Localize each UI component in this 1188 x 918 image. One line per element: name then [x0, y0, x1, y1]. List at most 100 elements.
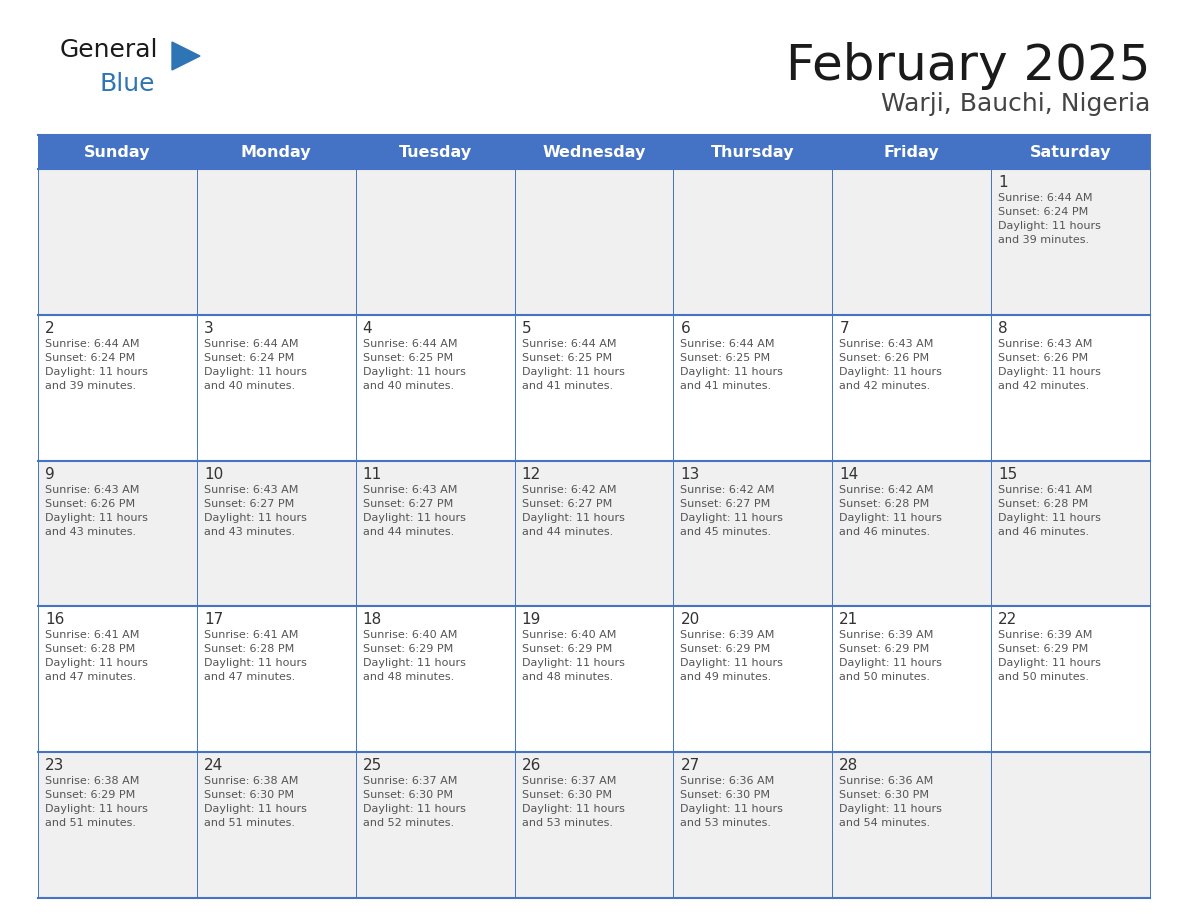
Bar: [197, 461, 355, 607]
Bar: [833, 315, 991, 461]
Bar: [833, 607, 991, 752]
Text: Sunrise: 6:38 AM
Sunset: 6:30 PM
Daylight: 11 hours
and 51 minutes.: Sunrise: 6:38 AM Sunset: 6:30 PM Dayligh…: [204, 777, 307, 828]
Text: 8: 8: [998, 320, 1007, 336]
Bar: [355, 461, 514, 607]
Text: 18: 18: [362, 612, 383, 627]
Text: 4: 4: [362, 320, 372, 336]
Bar: [38, 315, 197, 461]
Text: Sunrise: 6:43 AM
Sunset: 6:26 PM
Daylight: 11 hours
and 42 minutes.: Sunrise: 6:43 AM Sunset: 6:26 PM Dayligh…: [998, 339, 1101, 391]
Text: Sunrise: 6:39 AM
Sunset: 6:29 PM
Daylight: 11 hours
and 49 minutes.: Sunrise: 6:39 AM Sunset: 6:29 PM Dayligh…: [681, 631, 783, 682]
Text: Sunrise: 6:44 AM
Sunset: 6:24 PM
Daylight: 11 hours
and 39 minutes.: Sunrise: 6:44 AM Sunset: 6:24 PM Dayligh…: [998, 193, 1101, 245]
Text: 26: 26: [522, 758, 541, 773]
Text: 27: 27: [681, 758, 700, 773]
Text: 11: 11: [362, 466, 383, 482]
Text: Sunrise: 6:43 AM
Sunset: 6:27 PM
Daylight: 11 hours
and 44 minutes.: Sunrise: 6:43 AM Sunset: 6:27 PM Dayligh…: [362, 485, 466, 537]
Bar: [833, 461, 991, 607]
Bar: [355, 315, 514, 461]
Bar: [514, 461, 674, 607]
Text: 10: 10: [204, 466, 223, 482]
Bar: [674, 461, 833, 607]
Text: 17: 17: [204, 612, 223, 627]
Text: General: General: [61, 38, 158, 62]
Bar: [991, 135, 1150, 169]
Bar: [355, 169, 514, 315]
Bar: [674, 607, 833, 752]
Bar: [38, 169, 197, 315]
Text: Sunrise: 6:43 AM
Sunset: 6:26 PM
Daylight: 11 hours
and 42 minutes.: Sunrise: 6:43 AM Sunset: 6:26 PM Dayligh…: [839, 339, 942, 391]
Text: 24: 24: [204, 758, 223, 773]
Text: 21: 21: [839, 612, 859, 627]
Text: Sunrise: 6:44 AM
Sunset: 6:25 PM
Daylight: 11 hours
and 40 minutes.: Sunrise: 6:44 AM Sunset: 6:25 PM Dayligh…: [362, 339, 466, 391]
Bar: [991, 607, 1150, 752]
Text: 13: 13: [681, 466, 700, 482]
Text: 9: 9: [45, 466, 55, 482]
Text: Warji, Bauchi, Nigeria: Warji, Bauchi, Nigeria: [880, 92, 1150, 116]
Text: February 2025: February 2025: [785, 42, 1150, 90]
Bar: [514, 135, 674, 169]
Text: 3: 3: [204, 320, 214, 336]
Text: Wednesday: Wednesday: [542, 144, 646, 160]
Bar: [197, 135, 355, 169]
Bar: [674, 752, 833, 898]
Text: Sunrise: 6:39 AM
Sunset: 6:29 PM
Daylight: 11 hours
and 50 minutes.: Sunrise: 6:39 AM Sunset: 6:29 PM Dayligh…: [839, 631, 942, 682]
Bar: [991, 315, 1150, 461]
Text: Sunrise: 6:39 AM
Sunset: 6:29 PM
Daylight: 11 hours
and 50 minutes.: Sunrise: 6:39 AM Sunset: 6:29 PM Dayligh…: [998, 631, 1101, 682]
Text: Sunrise: 6:43 AM
Sunset: 6:27 PM
Daylight: 11 hours
and 43 minutes.: Sunrise: 6:43 AM Sunset: 6:27 PM Dayligh…: [204, 485, 307, 537]
Text: Sunrise: 6:44 AM
Sunset: 6:24 PM
Daylight: 11 hours
and 40 minutes.: Sunrise: 6:44 AM Sunset: 6:24 PM Dayligh…: [204, 339, 307, 391]
Bar: [197, 315, 355, 461]
Bar: [674, 135, 833, 169]
Text: 19: 19: [522, 612, 541, 627]
Bar: [197, 607, 355, 752]
Text: 20: 20: [681, 612, 700, 627]
Text: 15: 15: [998, 466, 1017, 482]
Text: Thursday: Thursday: [712, 144, 795, 160]
Text: Sunrise: 6:37 AM
Sunset: 6:30 PM
Daylight: 11 hours
and 53 minutes.: Sunrise: 6:37 AM Sunset: 6:30 PM Dayligh…: [522, 777, 625, 828]
Bar: [355, 135, 514, 169]
Bar: [38, 752, 197, 898]
Text: Saturday: Saturday: [1030, 144, 1111, 160]
Text: 22: 22: [998, 612, 1017, 627]
Text: Sunrise: 6:42 AM
Sunset: 6:28 PM
Daylight: 11 hours
and 46 minutes.: Sunrise: 6:42 AM Sunset: 6:28 PM Dayligh…: [839, 485, 942, 537]
Bar: [355, 752, 514, 898]
Bar: [514, 607, 674, 752]
Text: Sunrise: 6:41 AM
Sunset: 6:28 PM
Daylight: 11 hours
and 47 minutes.: Sunrise: 6:41 AM Sunset: 6:28 PM Dayligh…: [45, 631, 147, 682]
Text: Sunrise: 6:44 AM
Sunset: 6:24 PM
Daylight: 11 hours
and 39 minutes.: Sunrise: 6:44 AM Sunset: 6:24 PM Dayligh…: [45, 339, 147, 391]
Text: Friday: Friday: [884, 144, 940, 160]
Text: 12: 12: [522, 466, 541, 482]
Bar: [674, 169, 833, 315]
Text: 6: 6: [681, 320, 690, 336]
Text: 16: 16: [45, 612, 64, 627]
Bar: [514, 752, 674, 898]
Text: Sunrise: 6:36 AM
Sunset: 6:30 PM
Daylight: 11 hours
and 53 minutes.: Sunrise: 6:36 AM Sunset: 6:30 PM Dayligh…: [681, 777, 783, 828]
Bar: [991, 169, 1150, 315]
Bar: [355, 607, 514, 752]
Text: Sunrise: 6:43 AM
Sunset: 6:26 PM
Daylight: 11 hours
and 43 minutes.: Sunrise: 6:43 AM Sunset: 6:26 PM Dayligh…: [45, 485, 147, 537]
Text: Sunrise: 6:36 AM
Sunset: 6:30 PM
Daylight: 11 hours
and 54 minutes.: Sunrise: 6:36 AM Sunset: 6:30 PM Dayligh…: [839, 777, 942, 828]
Text: Sunrise: 6:37 AM
Sunset: 6:30 PM
Daylight: 11 hours
and 52 minutes.: Sunrise: 6:37 AM Sunset: 6:30 PM Dayligh…: [362, 777, 466, 828]
Bar: [674, 315, 833, 461]
Text: Sunrise: 6:44 AM
Sunset: 6:25 PM
Daylight: 11 hours
and 41 minutes.: Sunrise: 6:44 AM Sunset: 6:25 PM Dayligh…: [681, 339, 783, 391]
Text: Sunrise: 6:40 AM
Sunset: 6:29 PM
Daylight: 11 hours
and 48 minutes.: Sunrise: 6:40 AM Sunset: 6:29 PM Dayligh…: [362, 631, 466, 682]
Text: Sunrise: 6:41 AM
Sunset: 6:28 PM
Daylight: 11 hours
and 47 minutes.: Sunrise: 6:41 AM Sunset: 6:28 PM Dayligh…: [204, 631, 307, 682]
Text: Sunrise: 6:40 AM
Sunset: 6:29 PM
Daylight: 11 hours
and 48 minutes.: Sunrise: 6:40 AM Sunset: 6:29 PM Dayligh…: [522, 631, 625, 682]
Text: 25: 25: [362, 758, 383, 773]
Text: 1: 1: [998, 175, 1007, 190]
Text: Sunrise: 6:42 AM
Sunset: 6:27 PM
Daylight: 11 hours
and 44 minutes.: Sunrise: 6:42 AM Sunset: 6:27 PM Dayligh…: [522, 485, 625, 537]
Bar: [38, 461, 197, 607]
Text: Sunrise: 6:42 AM
Sunset: 6:27 PM
Daylight: 11 hours
and 45 minutes.: Sunrise: 6:42 AM Sunset: 6:27 PM Dayligh…: [681, 485, 783, 537]
Polygon shape: [172, 42, 200, 70]
Text: Sunrise: 6:41 AM
Sunset: 6:28 PM
Daylight: 11 hours
and 46 minutes.: Sunrise: 6:41 AM Sunset: 6:28 PM Dayligh…: [998, 485, 1101, 537]
Text: 7: 7: [839, 320, 849, 336]
Bar: [991, 752, 1150, 898]
Text: Sunrise: 6:38 AM
Sunset: 6:29 PM
Daylight: 11 hours
and 51 minutes.: Sunrise: 6:38 AM Sunset: 6:29 PM Dayligh…: [45, 777, 147, 828]
Bar: [833, 169, 991, 315]
Text: Monday: Monday: [241, 144, 311, 160]
Text: 28: 28: [839, 758, 859, 773]
Bar: [38, 607, 197, 752]
Text: Tuesday: Tuesday: [399, 144, 472, 160]
Bar: [514, 315, 674, 461]
Bar: [38, 135, 197, 169]
Text: 2: 2: [45, 320, 55, 336]
Text: 23: 23: [45, 758, 64, 773]
Bar: [197, 169, 355, 315]
